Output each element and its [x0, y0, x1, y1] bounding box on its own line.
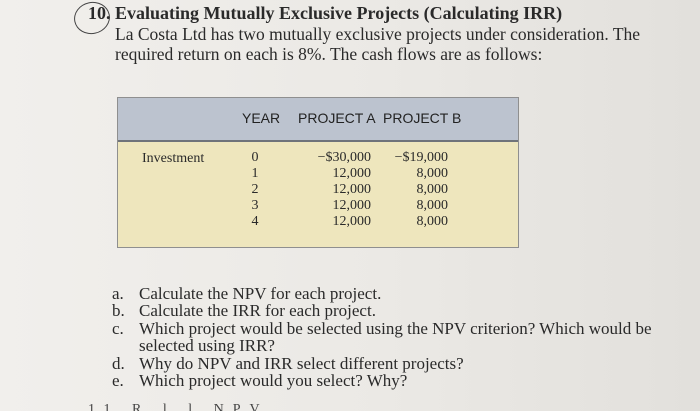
question-letter: d. [112, 353, 125, 373]
project-a-cell: 12,000 [332, 198, 372, 213]
question-item: c. Which project would be selected using… [112, 320, 692, 355]
project-a-cell: −$30,000 [317, 150, 371, 165]
cash-flow-table: YEAR PROJECT A PROJECT B Investment 0 1 … [117, 97, 519, 248]
problem-title: Evaluating Mutually Exclusive Projects (… [115, 3, 563, 23]
row-label-investment: Investment [142, 151, 205, 166]
year-cell: 2 [251, 182, 259, 197]
project-a-column: −$30,000 12,000 12,000 12,000 12,000 [291, 150, 371, 230]
project-b-cell: −$19,000 [394, 150, 448, 165]
year-cell: 0 [251, 150, 259, 165]
year-cell: 4 [251, 214, 259, 229]
header-project-b: PROJECT B [383, 110, 462, 126]
cutoff-next-problem-text: 11 R l l NPV [88, 402, 269, 411]
question-letter: b. [112, 301, 125, 321]
question-letter: a. [112, 284, 124, 303]
problem-header: 10. Evaluating Mutually Exclusive Projec… [88, 3, 688, 64]
question-text: Which project would be selected using th… [139, 318, 652, 356]
problem-intro-line-2: required return on each is 8%. The cash … [115, 44, 543, 64]
question-letter: c. [112, 318, 124, 338]
question-list: a. Calculate the NPV for each project. b… [112, 284, 692, 391]
header-project-a: PROJECT A [298, 110, 376, 126]
header-year: YEAR [242, 110, 281, 126]
problem-intro-line-1: La Costa Ltd has two mutually exclusive … [115, 24, 641, 44]
table-header: YEAR PROJECT A PROJECT B [118, 98, 518, 142]
project-b-cell: 8,000 [416, 214, 449, 229]
question-text: Which project would you select? Why? [139, 371, 408, 391]
question-item: d. Why do NPV and IRR select different p… [112, 353, 692, 373]
question-letter: e. [112, 371, 124, 391]
question-item: b. Calculate the IRR for each project. [112, 301, 692, 321]
question-text: Calculate the NPV for each project. [139, 284, 382, 303]
year-column: 0 1 2 3 4 [248, 150, 262, 230]
problem-number: 10. [88, 3, 111, 23]
question-item: e. Which project would you select? Why? [112, 371, 692, 391]
problem-title-line: 10. Evaluating Mutually Exclusive Projec… [88, 3, 688, 24]
year-cell: 3 [251, 198, 259, 213]
question-item: a. Calculate the NPV for each project. [112, 284, 692, 303]
project-b-cell: 8,000 [416, 166, 449, 181]
question-text: Why do NPV and IRR select different proj… [139, 353, 464, 373]
project-b-column: −$19,000 8,000 8,000 8,000 8,000 [380, 150, 448, 230]
question-text: Calculate the IRR for each project. [139, 301, 376, 321]
project-a-cell: 12,000 [332, 166, 372, 181]
project-a-cell: 12,000 [332, 182, 372, 197]
project-a-cell: 12,000 [332, 214, 372, 229]
year-cell: 1 [251, 166, 259, 181]
project-b-cell: 8,000 [416, 198, 449, 213]
project-b-cell: 8,000 [416, 182, 449, 197]
